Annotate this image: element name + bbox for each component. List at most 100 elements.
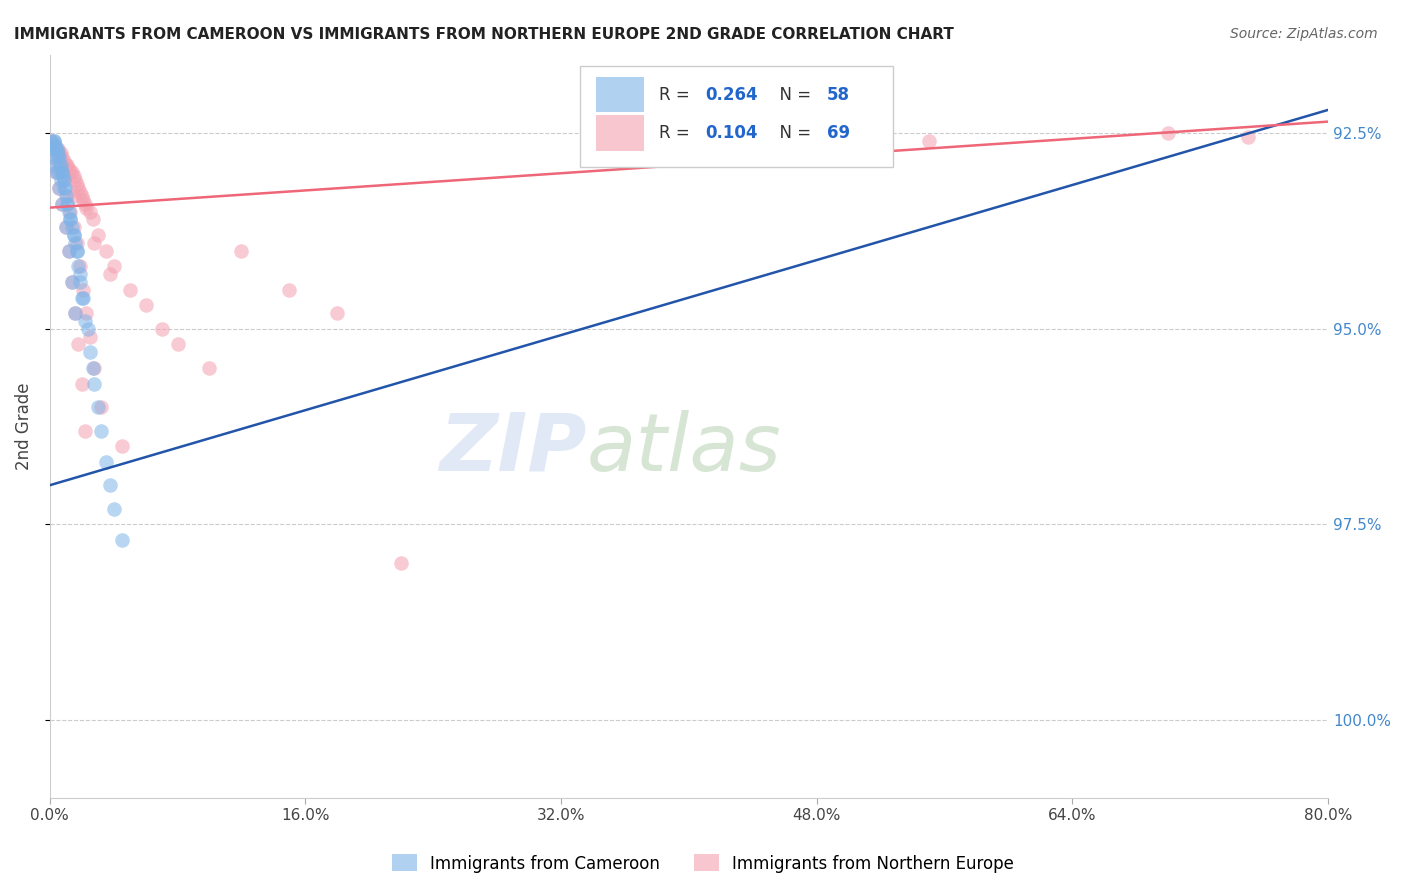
Point xyxy=(39,134,62,148)
Point xyxy=(55,220,77,235)
Point xyxy=(51,165,73,179)
Point xyxy=(62,169,84,184)
Point xyxy=(46,142,69,156)
Point xyxy=(77,322,100,336)
Point xyxy=(60,220,83,235)
Point xyxy=(79,345,101,359)
Text: N =: N = xyxy=(769,86,817,103)
Point xyxy=(39,134,62,148)
Point xyxy=(51,196,73,211)
Point xyxy=(56,196,79,211)
Point xyxy=(69,260,91,274)
Bar xyxy=(596,77,644,112)
Point xyxy=(1157,126,1180,140)
Text: 0.104: 0.104 xyxy=(706,124,758,142)
Point xyxy=(73,424,96,438)
Point xyxy=(90,400,112,414)
Point xyxy=(51,165,73,179)
Point xyxy=(48,181,70,195)
Point xyxy=(72,283,94,297)
Point xyxy=(55,158,77,172)
Point xyxy=(45,142,67,156)
Point xyxy=(56,158,79,172)
Point xyxy=(69,267,91,281)
Point xyxy=(83,235,105,250)
Point xyxy=(198,360,221,375)
Point xyxy=(45,165,67,179)
Point xyxy=(62,220,84,235)
Text: N =: N = xyxy=(769,124,817,142)
Point xyxy=(56,189,79,203)
Point xyxy=(58,244,80,258)
Point xyxy=(51,196,73,211)
Point xyxy=(62,189,84,203)
Text: R =: R = xyxy=(659,124,696,142)
Point xyxy=(94,455,117,469)
Point xyxy=(278,283,301,297)
Point xyxy=(67,181,90,195)
Text: IMMIGRANTS FROM CAMEROON VS IMMIGRANTS FROM NORTHERN EUROPE 2ND GRADE CORRELATIO: IMMIGRANTS FROM CAMEROON VS IMMIGRANTS F… xyxy=(14,27,953,42)
Point xyxy=(48,145,70,160)
Point xyxy=(65,306,87,320)
Point xyxy=(66,244,89,258)
Point xyxy=(53,181,76,195)
Point xyxy=(69,275,91,289)
Point xyxy=(79,204,101,219)
Point xyxy=(52,169,75,184)
Point xyxy=(86,400,108,414)
Point xyxy=(59,204,82,219)
Point xyxy=(917,134,939,148)
Point xyxy=(67,337,90,351)
Point xyxy=(59,212,82,227)
Point xyxy=(100,478,122,492)
Point xyxy=(60,275,83,289)
Point xyxy=(150,322,173,336)
Text: 58: 58 xyxy=(827,86,851,103)
Point xyxy=(94,244,117,258)
Point xyxy=(69,185,91,199)
Legend: Immigrants from Cameroon, Immigrants from Northern Europe: Immigrants from Cameroon, Immigrants fro… xyxy=(385,847,1021,880)
Point xyxy=(70,291,93,305)
Point xyxy=(90,424,112,438)
Point xyxy=(42,138,65,153)
Point xyxy=(166,337,188,351)
Point xyxy=(46,158,69,172)
Point xyxy=(70,189,93,203)
Text: 0.264: 0.264 xyxy=(706,86,758,103)
Point xyxy=(45,142,67,156)
Point xyxy=(48,181,70,195)
Point xyxy=(44,138,66,153)
Point xyxy=(55,189,77,203)
Point xyxy=(73,196,96,211)
Point xyxy=(48,150,70,164)
Point xyxy=(82,212,104,227)
Point xyxy=(66,244,89,258)
Point xyxy=(72,193,94,207)
Text: R =: R = xyxy=(659,86,696,103)
Point xyxy=(49,145,72,160)
Point xyxy=(79,329,101,343)
Point xyxy=(49,158,72,172)
Point xyxy=(110,533,132,547)
Point xyxy=(72,291,94,305)
Point xyxy=(62,227,84,242)
Point xyxy=(53,173,76,187)
Point xyxy=(42,134,65,148)
Text: 69: 69 xyxy=(827,124,851,142)
Point xyxy=(55,220,77,235)
Point xyxy=(75,201,97,215)
Point xyxy=(46,165,69,179)
Bar xyxy=(596,115,644,151)
Point xyxy=(231,244,253,258)
Point xyxy=(59,165,82,179)
Point xyxy=(42,138,65,153)
Text: ZIP: ZIP xyxy=(439,410,586,488)
Point xyxy=(53,173,76,187)
Point xyxy=(82,360,104,375)
Point xyxy=(83,376,105,391)
Point xyxy=(67,260,90,274)
Point xyxy=(62,227,84,242)
Point xyxy=(103,260,125,274)
Point xyxy=(86,227,108,242)
Point xyxy=(65,306,87,320)
